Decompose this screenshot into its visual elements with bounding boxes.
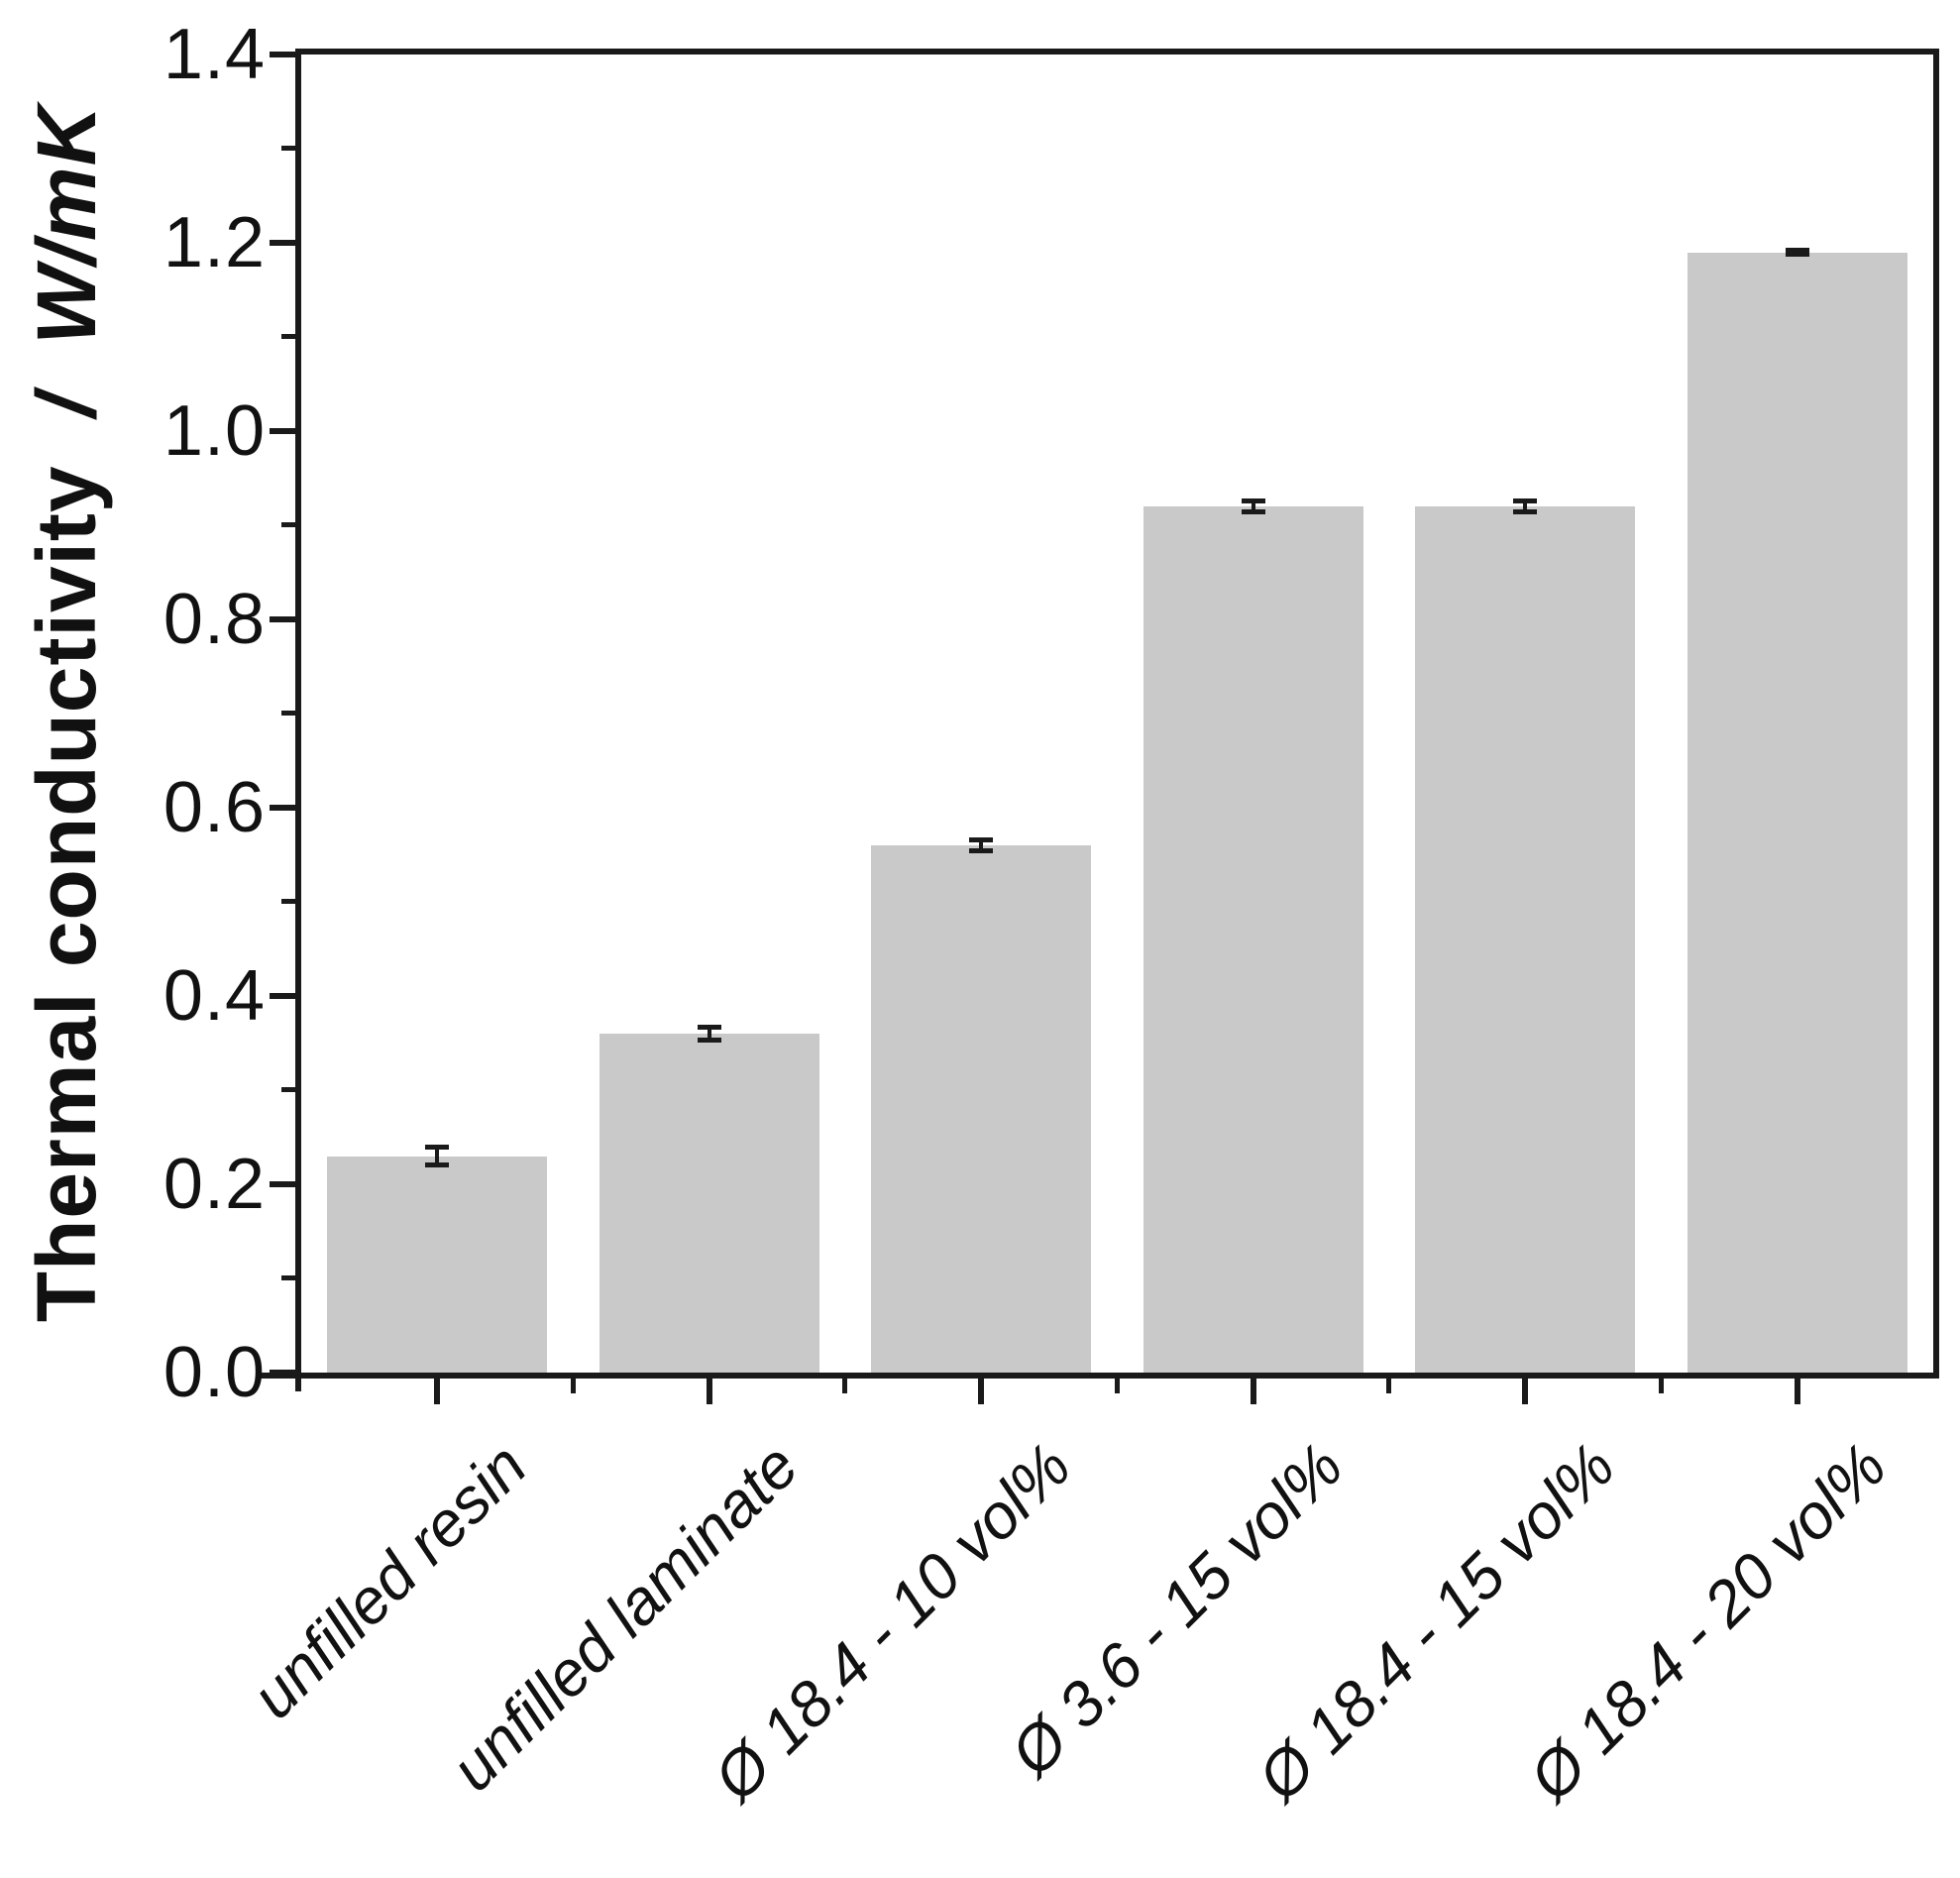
error-bar-cap-bottom xyxy=(1513,508,1538,514)
y-minor-tick xyxy=(281,1275,295,1280)
y-major-tick xyxy=(270,805,295,811)
error-bar-cap-bottom xyxy=(1241,508,1265,514)
error-bar-cap-top xyxy=(1241,498,1265,504)
error-bar-cap-top xyxy=(697,1025,721,1031)
x-major-tick xyxy=(434,1379,441,1404)
y-major-tick xyxy=(270,240,295,246)
x-major-tick xyxy=(1250,1379,1256,1404)
y-major-tick xyxy=(270,1181,295,1187)
error-bar-line xyxy=(1251,500,1255,512)
error-bar-cap-bottom xyxy=(697,1037,721,1043)
x-minor-tick xyxy=(842,1379,847,1393)
error-bar-cap-top xyxy=(969,837,994,843)
bar xyxy=(599,1034,819,1373)
y-axis-overhang xyxy=(295,1379,301,1391)
error-bar-cap-bottom xyxy=(425,1162,450,1167)
error-bar-line xyxy=(979,839,984,851)
x-minor-tick xyxy=(570,1379,576,1393)
y-minor-tick xyxy=(281,899,295,904)
error-bar-cap-bottom xyxy=(969,847,994,853)
y-tick-label: 0.0 xyxy=(163,1333,266,1412)
error-bar-cap-top xyxy=(1785,247,1809,253)
y-tick-label: 0.6 xyxy=(163,768,266,847)
bar xyxy=(871,845,1092,1373)
y-major-tick xyxy=(270,993,295,999)
error-bar-cap-top xyxy=(1513,498,1538,504)
y-tick-label: 1.2 xyxy=(163,203,266,282)
y-tick-label: 1.0 xyxy=(163,391,266,471)
y-minor-tick xyxy=(281,334,295,339)
x-axis-overhang xyxy=(261,1373,301,1379)
y-major-tick xyxy=(270,1370,295,1376)
error-bar-line xyxy=(435,1147,440,1165)
y-minor-tick xyxy=(281,1087,295,1092)
y-tick-label: 0.8 xyxy=(163,580,266,659)
x-major-tick xyxy=(706,1379,712,1404)
y-minor-tick xyxy=(281,146,295,151)
y-tick-label: 0.2 xyxy=(163,1145,266,1224)
bar xyxy=(1415,506,1636,1373)
error-bar-cap-top xyxy=(425,1145,450,1150)
axes-frame xyxy=(295,49,1939,1379)
y-major-tick xyxy=(270,52,295,57)
x-major-tick xyxy=(1794,1379,1800,1404)
error-bar-line xyxy=(707,1027,711,1041)
error-bar-line xyxy=(1523,500,1528,512)
x-category-label: unfilled resin xyxy=(237,1429,540,1732)
y-minor-tick xyxy=(281,522,295,527)
bar xyxy=(327,1156,548,1373)
y-tick-label: 0.4 xyxy=(163,956,266,1036)
x-minor-tick xyxy=(1658,1379,1664,1393)
x-major-tick xyxy=(978,1379,985,1404)
error-bar-cap-bottom xyxy=(1785,252,1809,258)
y-minor-tick xyxy=(281,711,295,716)
x-minor-tick xyxy=(1386,1379,1391,1393)
y-major-tick xyxy=(270,616,295,622)
y-tick-label: 1.4 xyxy=(163,15,266,94)
y-major-tick xyxy=(270,428,295,434)
bar xyxy=(1143,506,1363,1373)
x-minor-tick xyxy=(1114,1379,1120,1393)
x-major-tick xyxy=(1522,1379,1529,1404)
bar xyxy=(1687,252,1907,1373)
